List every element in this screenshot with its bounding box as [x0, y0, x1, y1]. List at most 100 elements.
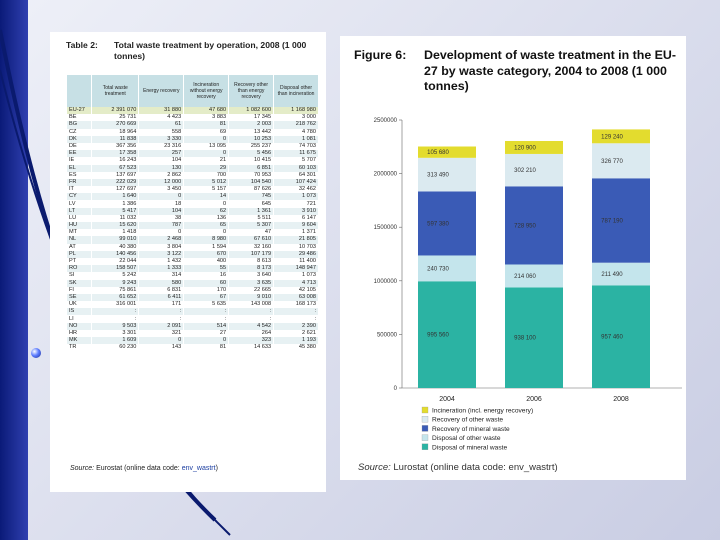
table-row: MK 1 609 0 0 323 1 193: [65, 337, 318, 345]
country-code-cell: EU-27: [65, 107, 92, 115]
value-cell: 143 008: [228, 301, 274, 309]
value-cell: 107 179: [228, 250, 274, 258]
value-cell: 222 029: [91, 178, 139, 187]
value-cell: 15 620: [91, 222, 139, 230]
value-cell: 60 230: [91, 344, 139, 352]
value-cell: 3 883: [183, 114, 229, 122]
legend-swatch: [421, 416, 429, 423]
country-code-cell: BG: [65, 121, 92, 129]
value-cell: 257: [138, 150, 184, 158]
bar-segment: [505, 153, 563, 187]
value-cell: 2 091: [138, 322, 184, 330]
value-cell: 1 640: [91, 193, 139, 201]
country-code-cell: EL: [65, 164, 92, 172]
value-cell: 1 193: [273, 337, 318, 345]
column-header: Disposal other than incineration: [273, 75, 318, 107]
data-label: 120 900: [514, 145, 536, 151]
value-cell: 1 418: [91, 229, 139, 237]
value-cell: 4 780: [273, 128, 318, 136]
value-cell: 6 147: [273, 214, 318, 222]
bar-segment: [418, 146, 476, 158]
value-cell: 3 635: [228, 279, 274, 287]
country-code-cell: HU: [65, 222, 92, 230]
table-row: LT 5 417 104 62 1 361 3 910: [65, 207, 318, 215]
value-cell: 170: [183, 286, 229, 294]
value-cell: 107 424: [273, 178, 318, 187]
table-row: AT 40 380 3 804 1 594 32 160 10 703: [65, 243, 318, 251]
legend-label: Incineration (incl. energy recovery): [432, 408, 533, 415]
table-row: RO 158 507 1 333 55 8 173 148 947: [65, 265, 318, 273]
table-title-text: Total waste treatment by operation, 2008…: [114, 40, 307, 61]
value-cell: :: [228, 315, 274, 323]
table-row: EL 67 523 130 29 6 851 60 103: [65, 164, 318, 172]
value-cell: 316 001: [91, 301, 139, 309]
table-panel: Table 2: Total waste treatment by operati…: [50, 32, 326, 492]
legend-label: Disposal of other waste: [432, 435, 501, 442]
value-cell: :: [138, 308, 184, 316]
value-cell: 1 081: [273, 135, 318, 143]
legend-swatch: [421, 434, 429, 441]
value-cell: 69: [183, 128, 229, 136]
value-cell: 18: [138, 200, 184, 208]
value-cell: 23 316: [138, 142, 184, 151]
value-cell: 21: [183, 157, 229, 165]
country-code-cell: CZ: [65, 128, 92, 136]
country-code-cell: LU: [65, 214, 92, 222]
value-cell: 168 173: [273, 301, 318, 309]
value-cell: 514: [183, 322, 229, 330]
value-cell: 10 253: [228, 135, 274, 143]
table-source-text: Eurostat (online data code:: [96, 465, 180, 472]
value-cell: 5 635: [183, 301, 229, 309]
table-row: NL 99 010 2 468 8 980 67 610 21 805: [65, 236, 318, 244]
value-cell: 645: [228, 200, 274, 208]
value-cell: 2 468: [138, 236, 184, 244]
bar-segment: [418, 281, 476, 388]
value-cell: 9 604: [273, 222, 318, 230]
table-row: HR 3 301 321 27 264 2 621: [65, 329, 318, 337]
country-code-cell: FR: [65, 178, 92, 187]
value-cell: 104 540: [228, 178, 274, 187]
value-cell: 67: [183, 293, 229, 302]
bar-segment: [592, 143, 650, 179]
column-header: Energy recovery: [138, 75, 184, 107]
value-cell: 9 503: [91, 322, 139, 330]
y-tick-label: 500000: [377, 332, 398, 338]
country-code-cell: AT: [65, 243, 92, 251]
table-row: UK 316 001 171 5 635 143 008 168 173: [65, 301, 318, 309]
value-cell: 136: [183, 214, 229, 222]
value-cell: 6 831: [138, 286, 184, 294]
value-cell: 74 703: [273, 142, 318, 151]
bar-segment: [505, 186, 563, 265]
value-cell: 63 008: [273, 293, 318, 302]
value-cell: 99 010: [91, 236, 139, 244]
table-source: Source: Eurostat (online data code: env_…: [70, 465, 218, 472]
table-row: DK 11 838 3 330 0 10 253 1 081: [65, 135, 318, 143]
data-label: 597 380: [427, 221, 449, 227]
value-cell: 1 371: [273, 229, 318, 237]
bar-segment: [592, 129, 650, 144]
value-cell: 55: [183, 265, 229, 273]
chart-panel: Figure 6: Development of waste treatment …: [340, 36, 686, 480]
value-cell: 104: [138, 207, 184, 215]
table-row: LI:::::: [65, 315, 318, 323]
column-header: [65, 75, 92, 107]
chart-source-code: env_wastrt: [508, 462, 555, 473]
value-cell: 6 851: [228, 164, 274, 172]
value-cell: 60 103: [273, 164, 318, 172]
value-cell: 32 462: [273, 186, 318, 194]
y-tick-label: 1500000: [374, 225, 398, 231]
value-cell: 8 980: [183, 236, 229, 244]
data-label: 302 210: [514, 168, 536, 174]
value-cell: :: [183, 308, 229, 316]
value-cell: 400: [183, 257, 229, 266]
value-cell: 700: [183, 171, 229, 179]
value-cell: 4 713: [273, 279, 318, 287]
value-cell: 0: [183, 200, 229, 208]
data-label: 728 950: [514, 223, 536, 229]
legend-label: Recovery of mineral waste: [432, 426, 510, 433]
y-tick-label: 2500000: [374, 118, 398, 124]
table-row: FI 75 861 6 831 170 22 665 42 105: [65, 286, 318, 294]
y-tick-label: 0: [394, 386, 398, 392]
table-row: IE 16 243 104 21 10 415 5 707: [65, 157, 318, 165]
value-cell: 2 003: [228, 121, 274, 129]
